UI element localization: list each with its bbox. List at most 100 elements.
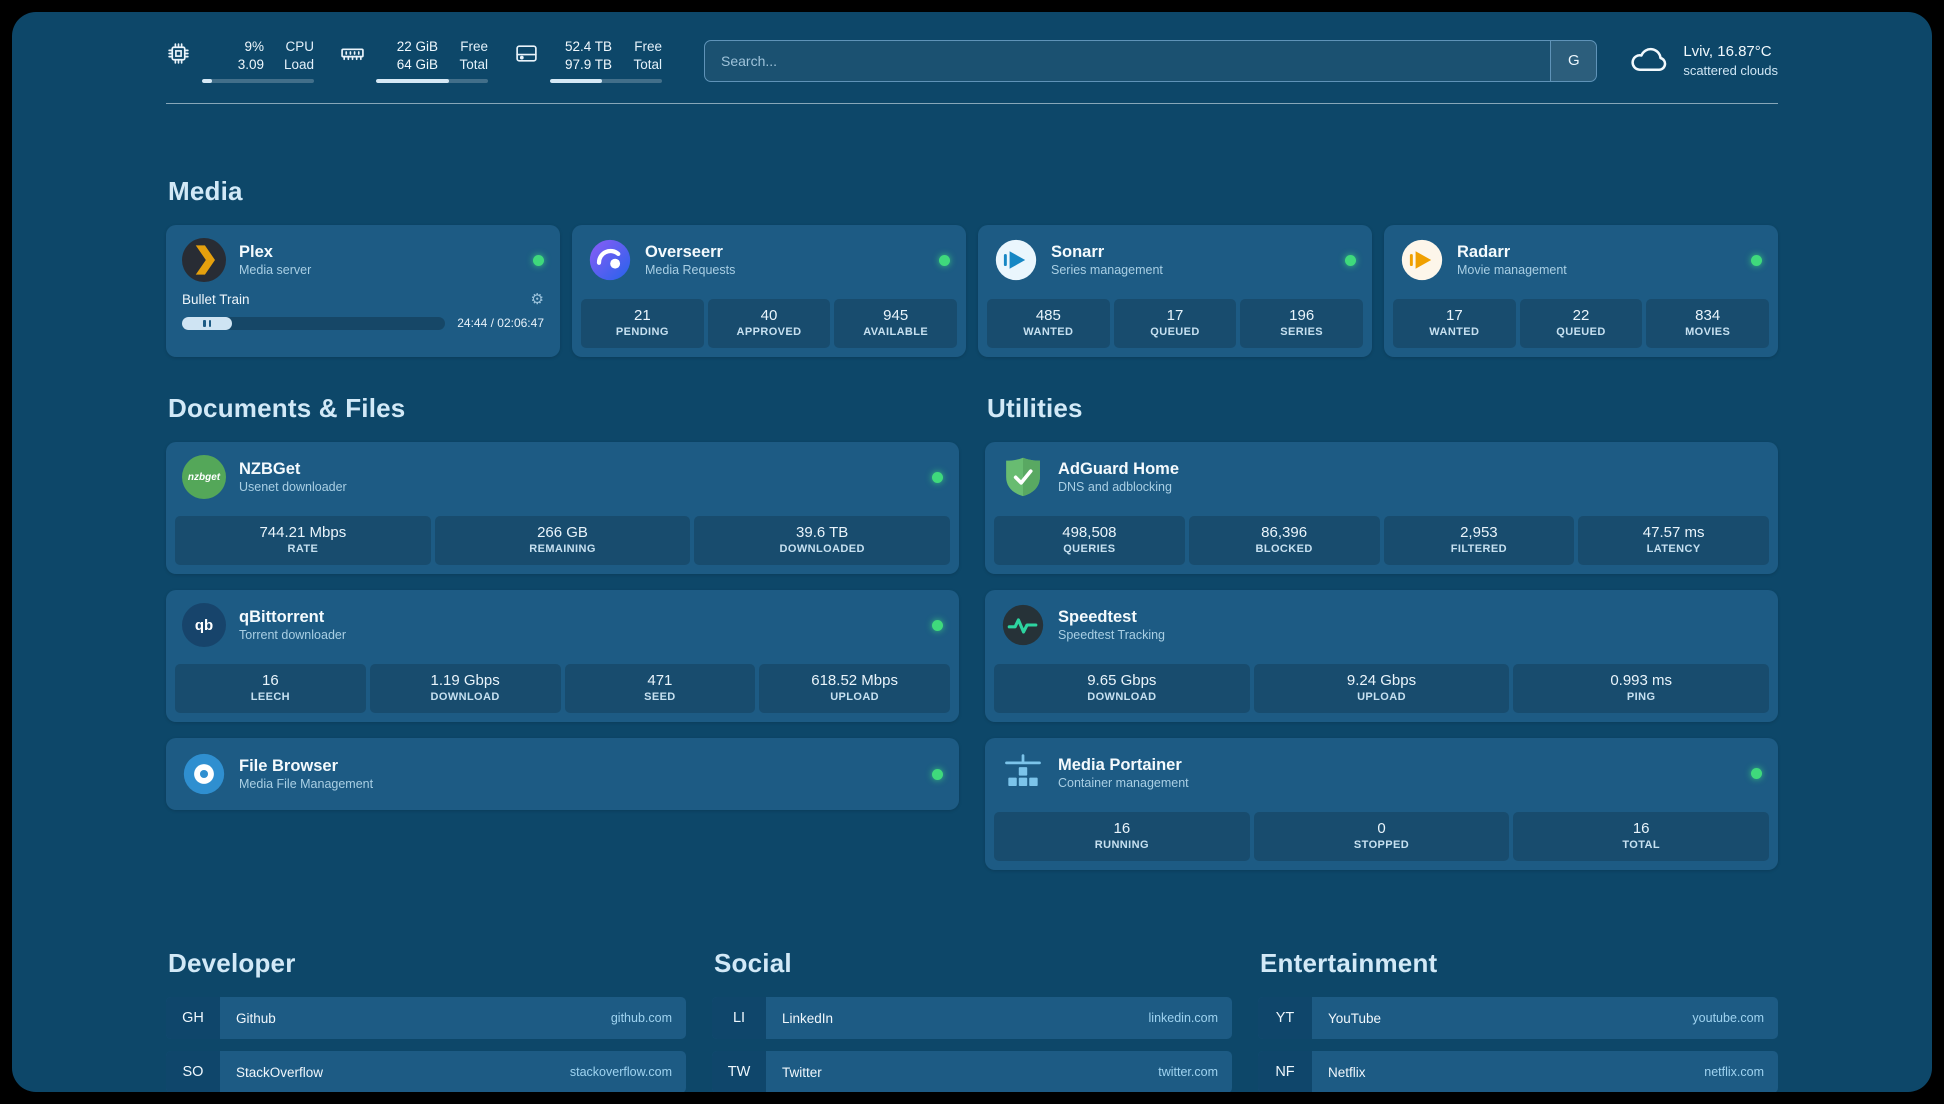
app-name: Plex bbox=[239, 243, 273, 261]
stat-leech: 16 LEECH bbox=[175, 664, 366, 713]
portainer-icon bbox=[1001, 751, 1045, 795]
stat-blocked: 86,396 BLOCKED bbox=[1188, 516, 1380, 565]
overseerr-card[interactable]: Overseerr Media Requests 21 PENDING 40 APP… bbox=[572, 225, 966, 357]
bookmark-twitter[interactable]: TW Twitter twitter.com bbox=[712, 1051, 1232, 1092]
stat-available: 945 AVAILABLE bbox=[834, 299, 958, 348]
app-desc: Speedtest Tracking bbox=[1058, 628, 1166, 642]
status-dot bbox=[533, 254, 544, 266]
app-name: Media Portainer bbox=[1058, 756, 1182, 774]
app-desc: DNS and adblocking bbox=[1058, 480, 1172, 494]
app-desc: Container management bbox=[1058, 776, 1189, 790]
sonarr-card[interactable]: Sonarr Series management 485 WANTED 17 QUE… bbox=[978, 225, 1372, 357]
bookmark-abbr: NF bbox=[1258, 1051, 1312, 1092]
stat-pending: 21 PENDING bbox=[581, 299, 704, 348]
bookmark-abbr: GH bbox=[166, 997, 220, 1039]
bookmark-netflix[interactable]: NF Netflix netflix.com bbox=[1258, 1051, 1778, 1092]
stat-wanted: 17 WANTED bbox=[1393, 299, 1516, 348]
bookmark-name: YouTube bbox=[1328, 1010, 1382, 1026]
weather-widget: Lviv, 16.87°C scattered clouds bbox=[1627, 40, 1778, 81]
bookmark-url: youtube.com bbox=[1692, 1011, 1764, 1025]
bookmark-url: github.com bbox=[610, 1011, 672, 1025]
nzbget-card[interactable]: nzbget NZBGet Usenet downloader 744.21 M… bbox=[166, 442, 959, 574]
stat-seed: 471 SEED bbox=[564, 664, 756, 713]
stat-total: 16 TOTAL bbox=[1513, 812, 1770, 861]
cpu-label: CPU bbox=[285, 39, 314, 54]
radarr-card[interactable]: Radarr Movie management 17 WANTED 22 QUEUE… bbox=[1384, 225, 1778, 357]
stat-queued: 22 QUEUED bbox=[1519, 299, 1643, 348]
search-input[interactable] bbox=[705, 40, 1551, 81]
bookmark-url: linkedin.com bbox=[1148, 1011, 1218, 1025]
radarr-icon bbox=[1400, 238, 1444, 282]
bookmark-name: LinkedIn bbox=[782, 1010, 834, 1026]
portainer-card[interactable]: Media Portainer Container management 16 R… bbox=[985, 738, 1778, 870]
stat-queued: 17 QUEUED bbox=[1113, 299, 1237, 348]
stat-running: 16 RUNNING bbox=[994, 812, 1250, 861]
stat-stopped: 0 STOPPED bbox=[1253, 812, 1510, 861]
speedtest-card[interactable]: Speedtest Speedtest Tracking 9.65 Gbps DO… bbox=[985, 590, 1778, 722]
dashboard: 9% CPU 3.09 Load 22 GiB Free 64 GiB Total bbox=[12, 12, 1932, 1092]
bookmark-abbr: LI bbox=[712, 997, 766, 1039]
app-desc: Usenet downloader bbox=[239, 480, 347, 494]
app-name: qBittorrent bbox=[239, 608, 325, 626]
playback-progress[interactable] bbox=[182, 316, 446, 330]
search-engine-button[interactable]: G bbox=[1550, 40, 1597, 81]
playback-fill bbox=[182, 316, 233, 330]
bookmark-url: netflix.com bbox=[1704, 1065, 1764, 1079]
disk-free: 52.4 TB bbox=[564, 39, 612, 54]
bookmark-stackoverflow[interactable]: SO StackOverflow stackoverflow.com bbox=[166, 1051, 686, 1092]
status-dot bbox=[932, 768, 943, 780]
status-dot bbox=[932, 471, 943, 483]
stat-download: 9.65 Gbps DOWNLOAD bbox=[994, 664, 1250, 713]
app-name: File Browser bbox=[239, 757, 339, 775]
status-dot bbox=[939, 254, 950, 266]
stat-filtered: 2,953 FILTERED bbox=[1383, 516, 1575, 565]
disk-total-label: Total bbox=[633, 57, 662, 72]
section-title-documents: Documents & Files bbox=[168, 393, 406, 423]
section-title-social: Social bbox=[714, 948, 792, 978]
app-name: Overseerr bbox=[645, 243, 723, 261]
bookmark-youtube[interactable]: YT YouTube youtube.com bbox=[1258, 997, 1778, 1039]
adguard-icon bbox=[1001, 455, 1045, 499]
stat-approved: 40 APPROVED bbox=[707, 299, 831, 348]
stat-upload: 9.24 Gbps UPLOAD bbox=[1253, 664, 1510, 713]
app-desc: Media server bbox=[239, 263, 312, 277]
plex-card[interactable]: Plex Media server Bullet Train ⚙ 24:4 bbox=[166, 225, 560, 357]
filebrowser-card[interactable]: File Browser Media File Management bbox=[166, 738, 959, 810]
memory-widget: 22 GiB Free 64 GiB Total bbox=[340, 38, 488, 83]
section-title-utilities: Utilities bbox=[987, 393, 1083, 423]
cpu-progress-bar bbox=[202, 79, 314, 83]
section-title-media: Media bbox=[168, 176, 243, 206]
disk-total: 97.9 TB bbox=[564, 57, 612, 72]
memory-total: 64 GiB bbox=[396, 57, 438, 72]
sonarr-icon bbox=[994, 238, 1038, 282]
stat-wanted: 485 WANTED bbox=[987, 299, 1110, 348]
stat-series: 196 SERIES bbox=[1240, 299, 1364, 348]
bookmark-name: Netflix bbox=[1328, 1064, 1366, 1080]
stat-ping: 0.993 ms PING bbox=[1513, 664, 1770, 713]
stat-rate: 744.21 Mbps RATE bbox=[175, 516, 431, 565]
section-title-developer: Developer bbox=[168, 948, 296, 978]
speedtest-icon bbox=[1001, 603, 1045, 647]
playback-row: 24:44 / 02:06:47 bbox=[166, 308, 560, 344]
widget-settings-gear-icon[interactable]: ⚙ bbox=[530, 291, 544, 308]
bookmark-linkedin[interactable]: LI LinkedIn linkedin.com bbox=[712, 997, 1232, 1039]
qbittorrent-card[interactable]: qb qBittorrent Torrent downloader 16 LEEC… bbox=[166, 590, 959, 722]
memory-icon bbox=[340, 41, 365, 71]
app-desc: Torrent downloader bbox=[239, 628, 347, 642]
bookmark-name: Github bbox=[236, 1010, 276, 1026]
bookmark-github[interactable]: GH Github github.com bbox=[166, 997, 686, 1039]
playback-time: 24:44 / 02:06:47 bbox=[457, 316, 544, 330]
cpu-icon bbox=[166, 41, 191, 71]
bookmark-url: twitter.com bbox=[1158, 1065, 1218, 1079]
app-name: Radarr bbox=[1457, 243, 1511, 261]
disk-progress-bar bbox=[550, 79, 662, 83]
adguard-card[interactable]: AdGuard Home DNS and adblocking 498,508 Q… bbox=[985, 442, 1778, 574]
top-bar: 9% CPU 3.09 Load 22 GiB Free 64 GiB Total bbox=[166, 38, 1778, 83]
app-desc: Series management bbox=[1051, 263, 1163, 277]
pause-icon[interactable] bbox=[203, 319, 206, 327]
bookmark-abbr: YT bbox=[1258, 997, 1312, 1039]
memory-total-label: Total bbox=[459, 57, 488, 72]
app-desc: Movie management bbox=[1457, 263, 1567, 277]
pause-icon[interactable] bbox=[208, 319, 211, 327]
app-desc: Media Requests bbox=[645, 263, 736, 277]
